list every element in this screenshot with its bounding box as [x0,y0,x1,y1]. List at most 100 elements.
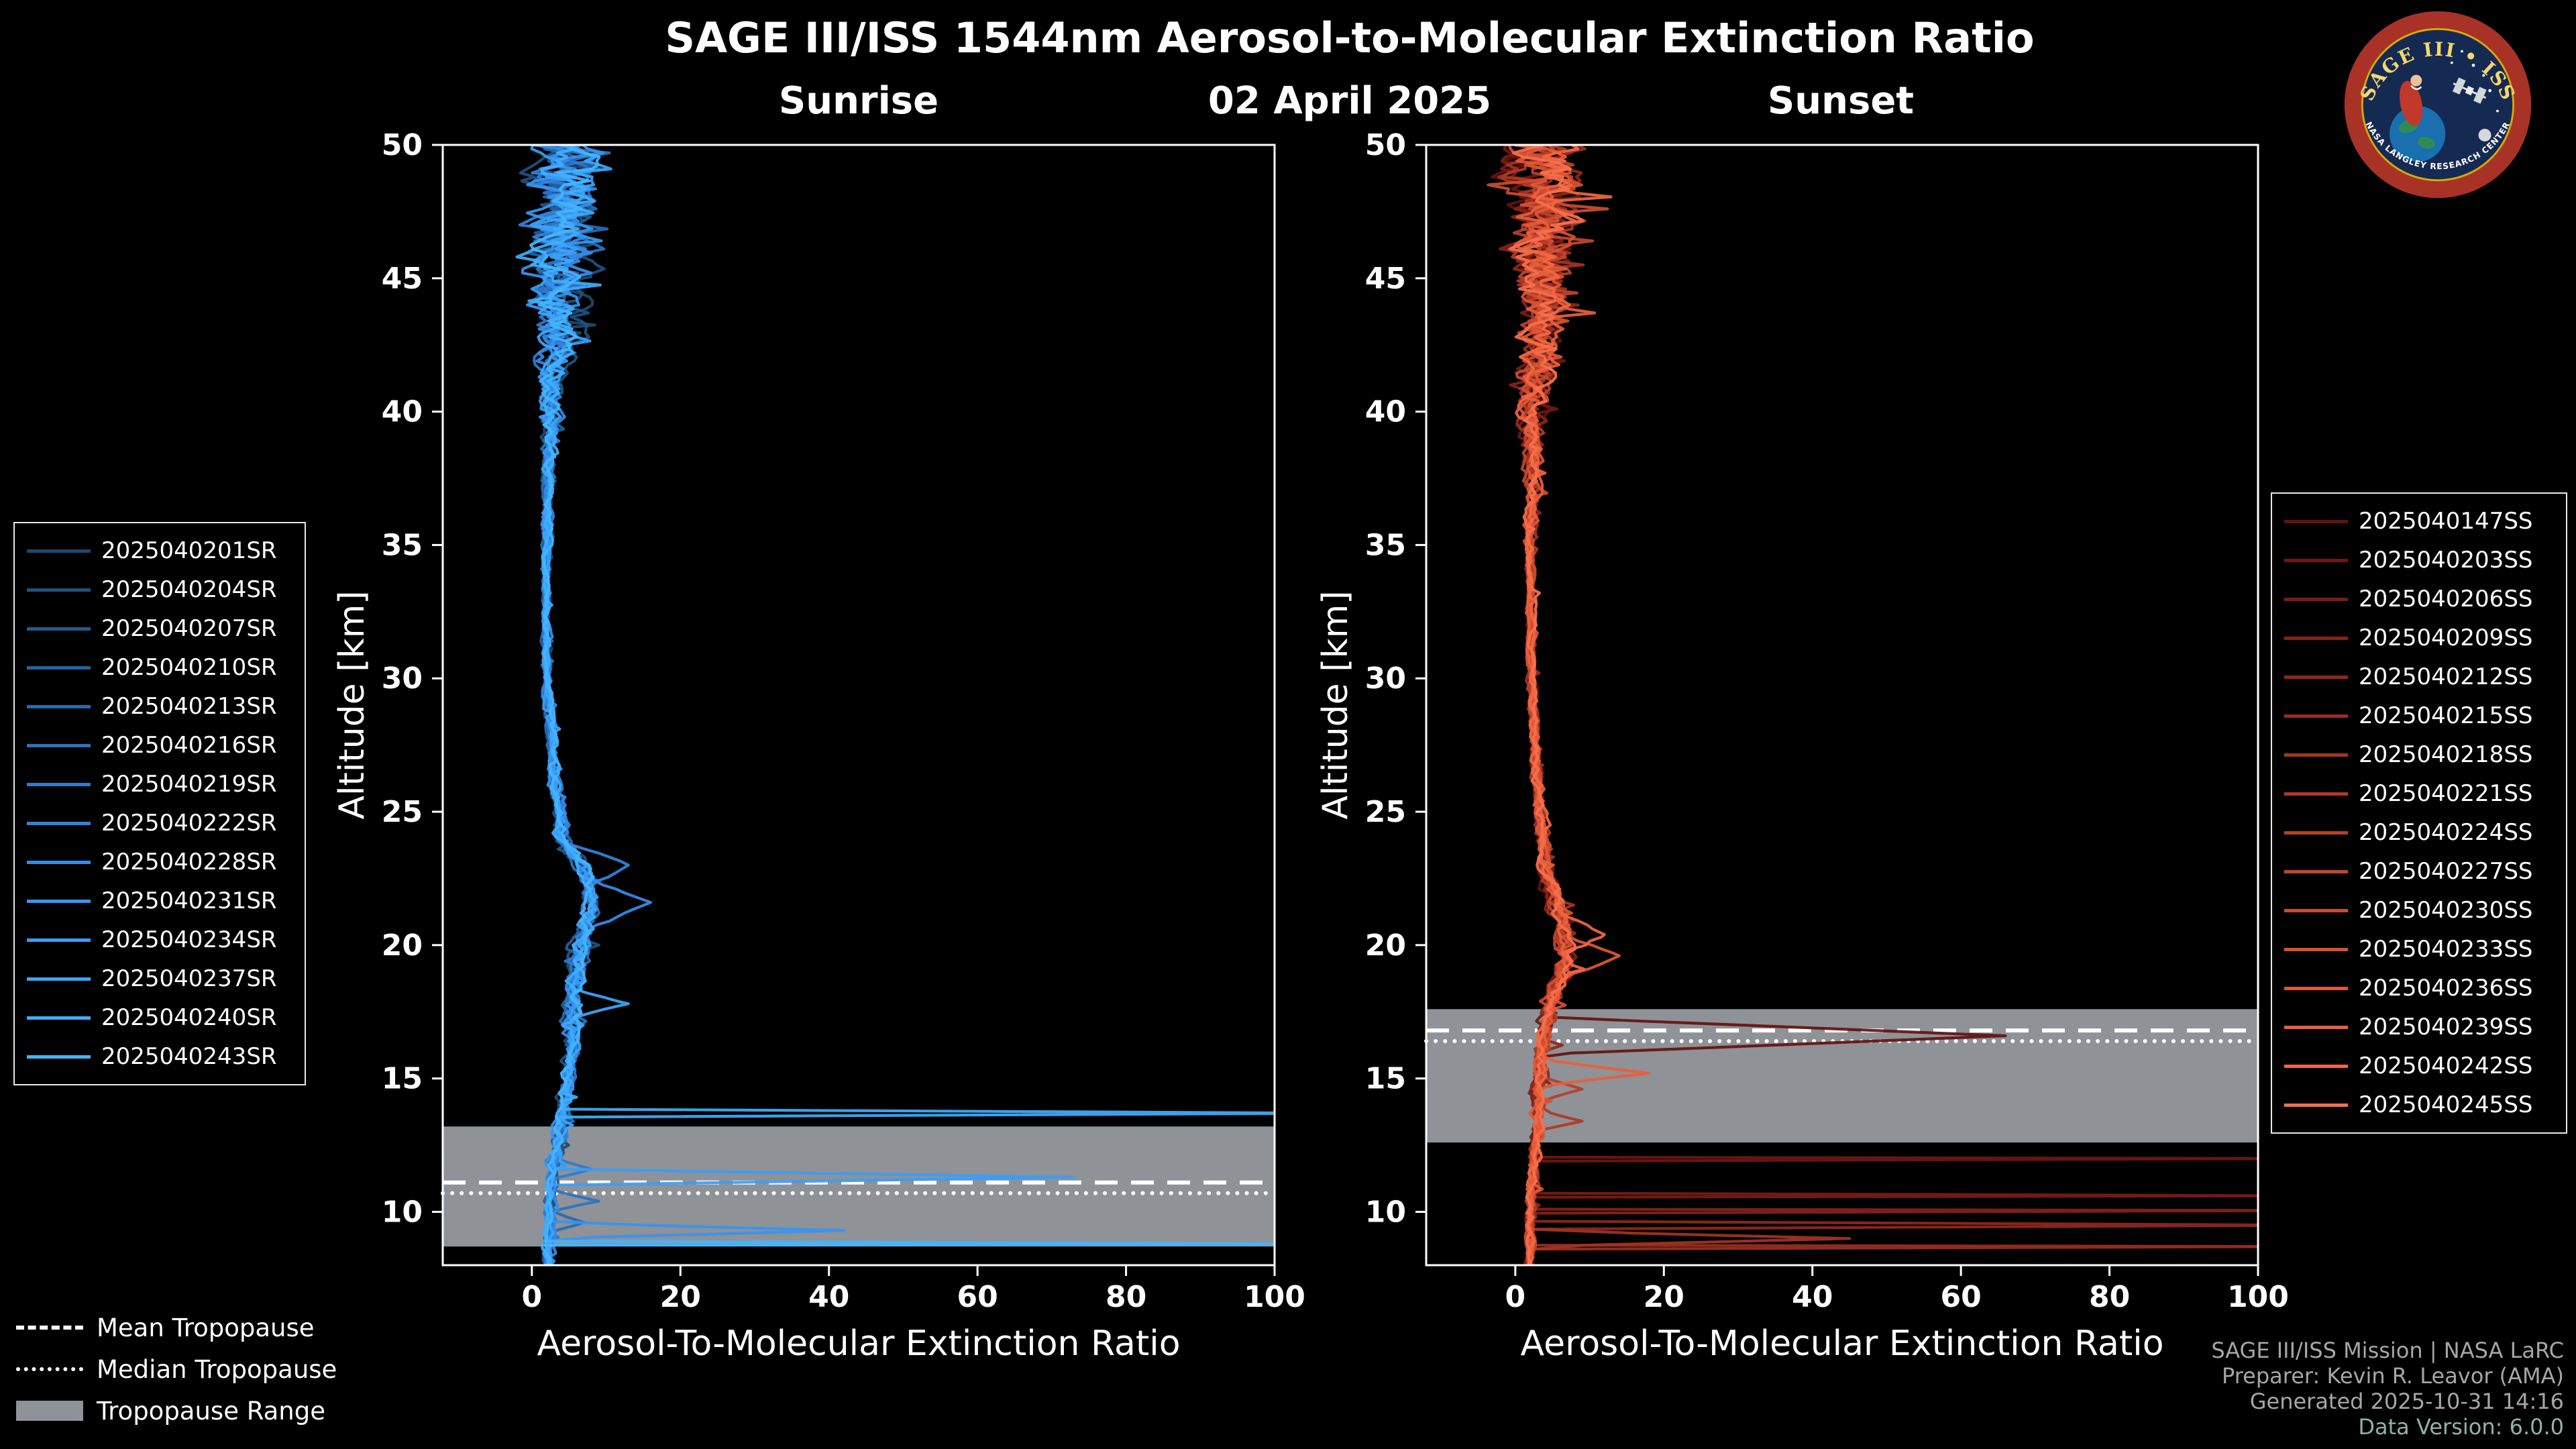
credits-block: SAGE III/ISS Mission | NASA LaRC Prepare… [2211,1338,2564,1440]
legend-item: 2025040231SR [27,881,292,920]
legend-line-swatch [2284,714,2348,718]
legend-line-swatch [2284,636,2348,640]
legend-event-label: 2025040240SR [101,1004,277,1031]
legend-event-label: 2025040239SS [2359,1014,2533,1040]
legend-event-label: 2025040222SR [101,810,277,837]
legend-item: 2025040224SS [2284,813,2554,852]
y-tick-label: 20 [382,928,423,963]
legend-line-swatch [2284,675,2348,679]
legend-event-label: 2025040201SR [101,537,277,564]
plot-background [443,145,1275,1265]
legend-event-label: 2025040231SR [101,888,277,914]
y-tick-label: 50 [382,128,423,162]
y-tick-label: 40 [382,395,423,429]
legend-event-label: 2025040221SS [2359,780,2533,807]
legend-line-swatch [27,860,91,864]
figure-date: 02 April 2025 [1208,79,1492,123]
y-tick-label: 35 [382,528,423,562]
y-tick-label: 25 [1365,795,1406,829]
plot-border [441,144,1276,1267]
legend-event-label: 2025040216SR [101,732,277,759]
legend-line-swatch [2284,1103,2348,1107]
legend-item: 2025040206SS [2284,580,2554,619]
x-tick-label: 20 [660,1280,701,1314]
legend-item: 2025040219SR [27,765,292,804]
legend-item: 2025040209SS [2284,619,2554,657]
legend-line-swatch [27,1055,91,1059]
legend-event-label: 2025040227SS [2359,858,2533,885]
legend-event-label: 2025040215SS [2359,702,2533,729]
legend-item: 2025040210SR [27,648,292,687]
credit-data-version: Data Version: 6.0.0 [2358,1414,2564,1440]
y-tick-label: 10 [1365,1195,1406,1229]
legend-item: 2025040233SS [2284,930,2554,969]
y-tick-label: 10 [382,1195,423,1229]
legend-item: 2025040218SS [2284,735,2554,774]
x-tick-label: 0 [1505,1280,1526,1314]
x-tick-label: 20 [1644,1280,1684,1314]
legend-item: 2025040234SR [27,920,292,959]
tropopause-legend: Mean Tropopause Median Tropopause Tropop… [16,1307,337,1432]
legend-event-label: 2025040207SR [101,615,277,642]
legend-event-label: 2025040245SS [2359,1091,2533,1118]
y-tick-label: 30 [1365,661,1406,696]
series-line-2025040243SR [529,145,1275,1265]
legend-item: 2025040203SS [2284,541,2554,580]
legend-event-label: 2025040233SS [2359,936,2533,963]
logo-earth-land [2398,119,2435,149]
legend-event-label: 2025040224SS [2359,819,2533,846]
legend-item: 2025040216SR [27,726,292,765]
legend-line-swatch [2284,558,2348,562]
legend-item: 2025040212SS [2284,657,2554,696]
series-line-2025040245SS [1509,145,1585,1265]
x-tick-label: 40 [808,1280,849,1314]
sunset-panel: 0 20 40 60 80 100 10 15 20 25 30 35 40 45 50 Aerosol-To… [1316,128,2289,1364]
series-line-2025040242SS [1515,145,1613,1265]
dashed-line-swatch [16,1326,83,1330]
legend-event-label: 2025040242SS [2359,1053,2533,1079]
legend-event-label: 2025040206SS [2359,586,2533,612]
legend-line-swatch [27,549,91,553]
legend-event-label: 2025040243SR [101,1043,277,1070]
legend-line-swatch [2284,597,2348,601]
legend-item: 2025040215SS [2284,696,2554,735]
legend-item: 2025040201SR [27,531,292,570]
legend-event-label: 2025040230SS [2359,897,2533,924]
legend-item: 2025040230SS [2284,891,2554,930]
legend-event-label: 2025040237SR [101,965,277,992]
x-tick-label: 60 [957,1280,998,1314]
logo-gold-ring [2361,28,2515,182]
legend-item: 2025040243SR [27,1037,292,1076]
legend-line-swatch [2284,830,2348,835]
y-tick-label: 35 [1365,528,1406,562]
legend-event-label: 2025040228SR [101,849,277,875]
y-tick-label: 50 [1365,128,1406,162]
sunset-legend-box: 2025040147SS 2025040203SS 2025040206SS 2025… [2271,492,2567,1134]
legend-item: 2025040147SS [2284,502,2554,541]
credit-generated: Generated 2025-10-31 14:16 [2249,1389,2564,1414]
legend-line-swatch [2284,986,2348,990]
legend-event-label: 2025040218SS [2359,741,2533,768]
legend-line-swatch [27,938,91,942]
legend-item: 2025040245SS [2284,1085,2554,1124]
dotted-line-swatch [16,1367,83,1371]
legend-line-swatch [27,899,91,903]
mean-tropopause-label: Mean Tropopause [97,1313,315,1342]
y-tick-label: 45 [382,262,423,296]
legend-line-swatch [2284,1064,2348,1068]
x-tick-label: 100 [1244,1280,1305,1314]
median-tropopause-label: Median Tropopause [97,1354,337,1384]
legend-line-swatch [27,665,91,669]
legend-line-swatch [27,627,91,631]
legend-event-label: 2025040219SR [101,771,277,798]
x-tick-label: 80 [2089,1280,2130,1314]
legend-item: 2025040207SR [27,609,292,648]
x-tick-label: 60 [1941,1280,1982,1314]
legend-line-swatch [27,704,91,708]
y-tick-label: 25 [382,795,423,829]
legend-event-label: 2025040209SS [2359,625,2533,651]
legend-line-swatch [2284,519,2348,523]
legend-line-swatch [27,821,91,825]
